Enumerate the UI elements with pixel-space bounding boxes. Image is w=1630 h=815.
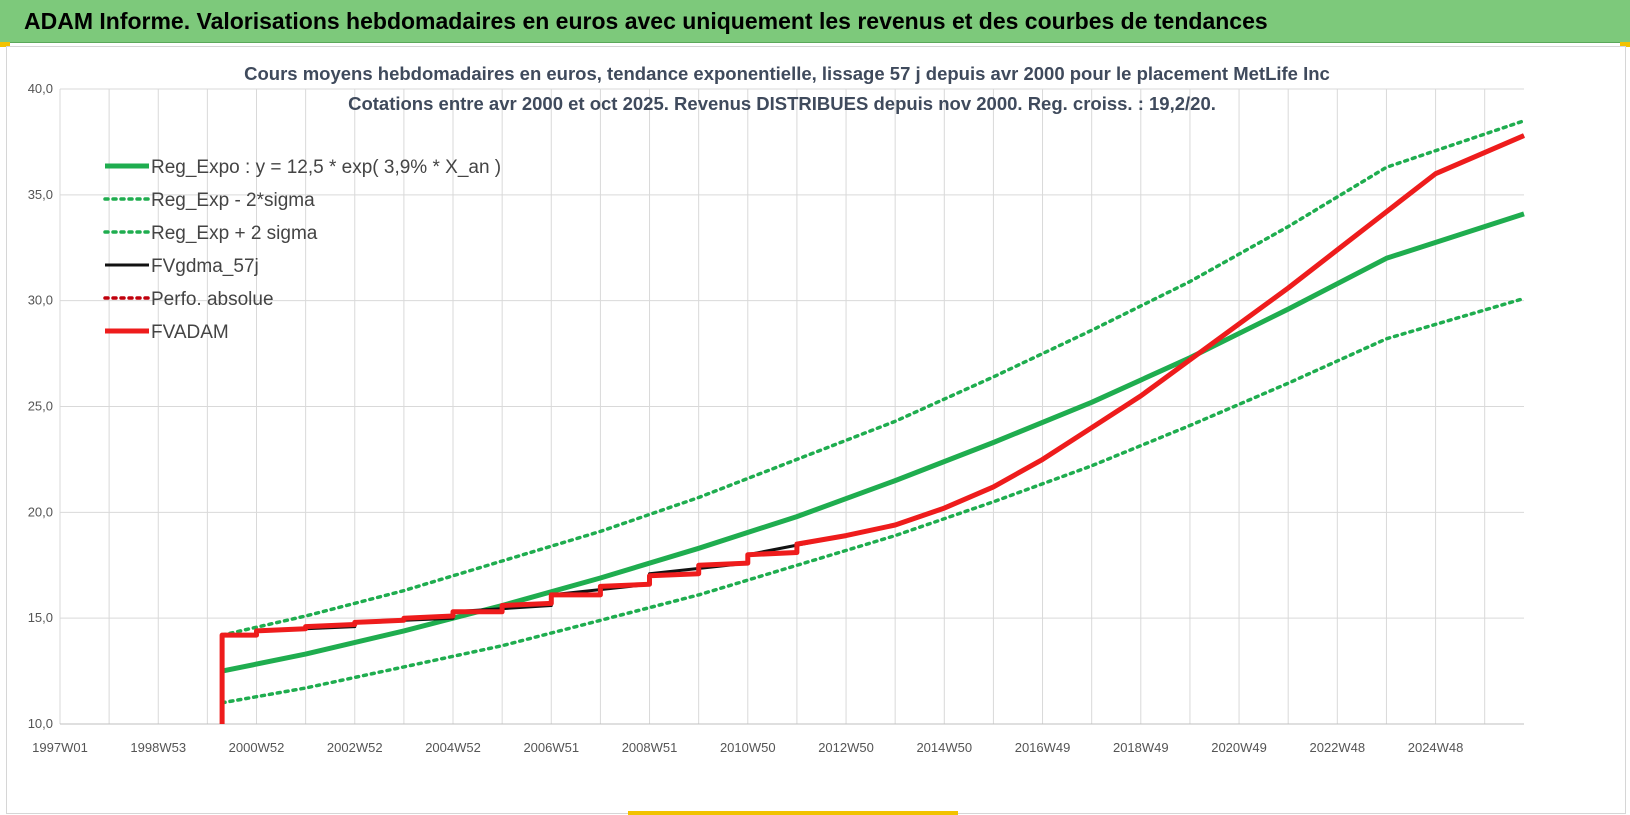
legend-label-4: Perfo. absolue — [151, 289, 274, 310]
x-tick-label: 1998W53 — [130, 740, 186, 755]
x-tick-label: 2012W50 — [818, 740, 874, 755]
legend-label-5: FVADAM — [151, 322, 229, 343]
x-tick-label: 2016W49 — [1015, 740, 1071, 755]
legend-label-1: Reg_Exp - 2*sigma — [151, 190, 315, 211]
report-title: ADAM Informe. Valorisations hebdomadaire… — [24, 8, 1268, 34]
chart-title: Cours moyens hebdomadaires en euros, ten… — [244, 63, 1330, 84]
x-tick-label: 2004W52 — [425, 740, 481, 755]
y-tick-label: 15,0 — [28, 610, 53, 625]
chart-frame: 10,0 15,0 20,0 25,0 30,0 35,0 40,0 1997W01 1998W… — [6, 46, 1626, 814]
x-tick-label: 2010W50 — [720, 740, 776, 755]
x-tick-label: 2000W52 — [229, 740, 285, 755]
series-layer — [219, 119, 1526, 724]
x-tick-label: 2018W49 — [1113, 740, 1169, 755]
x-tick-label: 2006W51 — [523, 740, 579, 755]
corner-accent-left — [0, 42, 10, 47]
legend: Reg_Expo : y = 12,5 * exp( 3,9% * X_an )… — [103, 157, 501, 343]
series-line-5 — [219, 133, 1525, 724]
legend-label-3: FVgdma_57j — [151, 256, 259, 277]
x-tick-label: 2022W48 — [1309, 740, 1365, 755]
y-tick-label: 30,0 — [28, 293, 53, 308]
y-tick-label: 10,0 — [28, 716, 53, 731]
x-tick-label: 2024W48 — [1408, 740, 1464, 755]
y-tick-label: 35,0 — [28, 187, 53, 202]
series-line-0 — [221, 211, 1525, 674]
series-line-2 — [220, 119, 1526, 637]
grid-layer — [59, 88, 1524, 725]
report-banner: ADAM Informe. Valorisations hebdomadaire… — [0, 0, 1630, 43]
line-chart: 10,0 15,0 20,0 25,0 30,0 35,0 40,0 1997W01 1998W… — [28, 63, 1526, 755]
y-tick-label: 25,0 — [28, 399, 53, 414]
corner-accent-right — [1620, 42, 1630, 47]
x-tick-label: 2008W51 — [622, 740, 678, 755]
chart-subtitle: Cotations entre avr 2000 et oct 2025. Re… — [348, 93, 1216, 114]
legend-label-2: Reg_Exp + 2 sigma — [151, 223, 318, 244]
legend-label-0: Reg_Expo : y = 12,5 * exp( 3,9% * X_an ) — [151, 157, 501, 178]
bottom-accent — [628, 811, 958, 815]
y-tick-label: 20,0 — [28, 504, 53, 519]
axis-layer: 10,0 15,0 20,0 25,0 30,0 35,0 40,0 1997W01 1998W… — [28, 81, 1524, 755]
x-tick-label: 2020W49 — [1211, 740, 1267, 755]
y-tick-label: 40,0 — [28, 81, 53, 96]
x-tick-label: 2002W52 — [327, 740, 383, 755]
x-tick-label: 2014W50 — [916, 740, 972, 755]
series-line-1 — [220, 296, 1526, 705]
x-tick-label: 1997W01 — [32, 740, 88, 755]
